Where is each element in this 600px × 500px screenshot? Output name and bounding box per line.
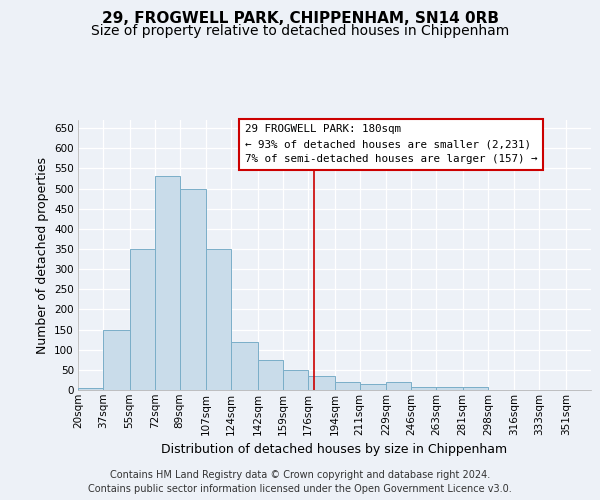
Bar — [180, 188, 206, 390]
X-axis label: Distribution of detached houses by size in Chippenham: Distribution of detached houses by size … — [161, 443, 508, 456]
Bar — [463, 387, 488, 390]
Bar — [386, 382, 411, 390]
Bar — [258, 360, 283, 390]
Text: 29, FROGWELL PARK, CHIPPENHAM, SN14 0RB: 29, FROGWELL PARK, CHIPPENHAM, SN14 0RB — [101, 11, 499, 26]
Bar — [78, 388, 103, 390]
Text: Size of property relative to detached houses in Chippenham: Size of property relative to detached ho… — [91, 24, 509, 38]
Bar — [103, 330, 130, 390]
Bar — [206, 249, 232, 390]
Bar — [411, 387, 436, 390]
Bar — [155, 176, 180, 390]
Text: Contains HM Land Registry data © Crown copyright and database right 2024.
Contai: Contains HM Land Registry data © Crown c… — [88, 470, 512, 494]
Bar — [130, 249, 155, 390]
Bar — [436, 387, 463, 390]
Bar — [359, 384, 386, 390]
Bar — [308, 376, 335, 390]
Text: 29 FROGWELL PARK: 180sqm
← 93% of detached houses are smaller (2,231)
7% of semi: 29 FROGWELL PARK: 180sqm ← 93% of detach… — [245, 124, 537, 164]
Bar — [283, 370, 308, 390]
Bar — [232, 342, 258, 390]
Bar — [335, 382, 359, 390]
Y-axis label: Number of detached properties: Number of detached properties — [35, 156, 49, 354]
